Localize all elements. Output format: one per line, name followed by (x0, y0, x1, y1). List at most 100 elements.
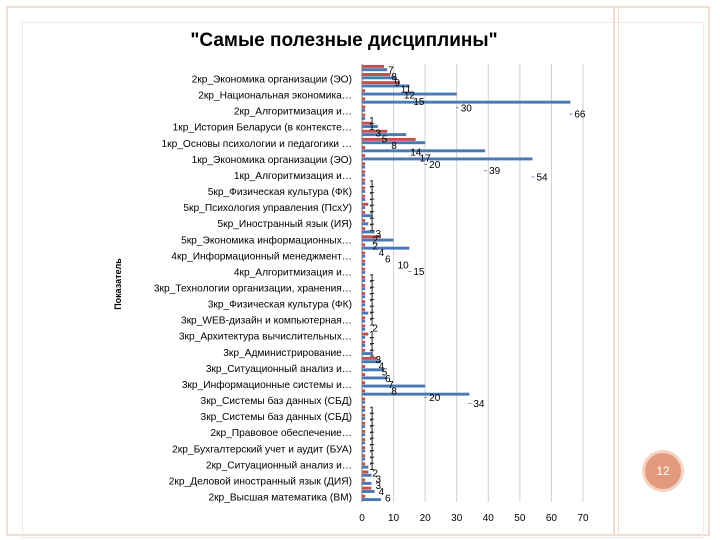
bar-blue (362, 384, 426, 388)
bar-red (362, 210, 366, 214)
x-tick-label: 30 (451, 513, 463, 524)
bar-blue (362, 490, 375, 493)
decorative-line (618, 6, 619, 534)
category-label: 4кр_Алгоритмизация и… (234, 267, 352, 278)
data-label: 15 (413, 97, 425, 108)
bar-red (362, 332, 369, 336)
data-label: 1 (369, 443, 375, 454)
bar-red (362, 129, 388, 133)
bar-red (362, 162, 366, 166)
bar-red (362, 154, 366, 158)
data-label: 3 (375, 229, 381, 240)
x-tick-label: 60 (546, 513, 558, 524)
bar-blue (362, 417, 366, 420)
data-label: 20 (429, 393, 441, 404)
data-label: 9 (394, 78, 400, 89)
bar-blue (362, 84, 410, 88)
bar-blue (362, 400, 366, 404)
data-label: 7 (388, 66, 394, 77)
bar-red (362, 421, 366, 425)
bar-blue (362, 173, 366, 177)
bar-red (362, 292, 366, 295)
data-label: 8 (391, 387, 397, 398)
data-label: 10 (398, 261, 410, 272)
data-label: 1 (369, 317, 375, 328)
bar-blue (362, 295, 366, 299)
bar-blue (362, 230, 375, 234)
x-tick-label: 20 (420, 513, 432, 524)
bar-blue (362, 181, 366, 185)
bar-red (362, 389, 366, 393)
bar-red (362, 89, 366, 93)
bar-blue (362, 376, 388, 380)
data-label: 4 (379, 487, 385, 498)
bar-red (362, 186, 366, 190)
bar-blue (362, 335, 366, 339)
data-label: 1 (369, 412, 375, 423)
category-label: 3кр_Ситуационный анализ и… (206, 364, 352, 375)
data-label: 8 (391, 72, 397, 83)
bar-blue (362, 108, 366, 112)
data-label: 6 (385, 494, 391, 505)
bar-red (362, 356, 378, 360)
data-label: 1 (369, 418, 375, 429)
bar-red (362, 105, 366, 109)
data-label: 17 (420, 154, 432, 165)
data-label: 7 (388, 380, 394, 391)
data-label: 3 (375, 128, 381, 139)
data-label: 2 (372, 324, 378, 335)
data-label: 1 (369, 462, 375, 473)
bar-blue (362, 149, 486, 153)
data-label: 8 (391, 141, 397, 152)
data-label: 1 (369, 185, 375, 196)
bar-blue (362, 206, 366, 210)
bar-red (362, 413, 366, 417)
page-number-badge: 12 (642, 450, 684, 492)
bar-blue (362, 311, 369, 315)
bar-red (362, 308, 366, 312)
category-label: 1кр_История Беларуси (в контексте… (173, 123, 352, 134)
bar-red (362, 73, 391, 76)
data-label: 4 (379, 248, 385, 259)
bar-red (362, 194, 366, 198)
category-label: 2кр_Экономика организации (ЭО) (192, 75, 352, 86)
data-label: 1 (369, 179, 375, 190)
bar-red (362, 429, 366, 433)
bar-blue (362, 238, 394, 242)
data-label: 1 (369, 292, 375, 303)
data-label: 1 (369, 217, 375, 228)
bar-blue (362, 76, 397, 80)
bar-blue (362, 141, 426, 145)
data-label: 30 (461, 103, 473, 114)
data-label: 15 (413, 267, 425, 278)
bar-blue (362, 157, 533, 161)
data-label: 2 (372, 468, 378, 479)
data-label: 3 (375, 475, 381, 486)
bar-red (362, 438, 366, 441)
data-label: 1 (369, 116, 375, 127)
data-label: 1 (369, 298, 375, 309)
bar-red (362, 219, 366, 222)
chart-title: "Самые полезные дисциплины" (190, 30, 497, 51)
bar-blue (362, 368, 385, 372)
bar-blue (362, 352, 372, 356)
bar-blue (362, 165, 366, 169)
data-label: 5 (382, 135, 388, 146)
bar-red (362, 121, 372, 125)
bar-red (362, 178, 366, 182)
bar-red (362, 113, 366, 117)
data-label: 34 (473, 399, 485, 410)
data-label: 6 (385, 254, 391, 265)
category-label: 5кр_Психология управления (ПсхУ) (183, 203, 352, 214)
bar-blue (362, 214, 372, 218)
bar-blue (362, 189, 366, 193)
bar-red (362, 340, 366, 344)
bar-blue (362, 246, 410, 250)
bar-red (362, 97, 366, 101)
bar-red (362, 275, 366, 279)
bar-red (362, 227, 366, 231)
data-label: 1 (369, 456, 375, 467)
bar-red (362, 397, 366, 401)
data-label: 1 (369, 424, 375, 435)
bar-blue (362, 449, 366, 453)
